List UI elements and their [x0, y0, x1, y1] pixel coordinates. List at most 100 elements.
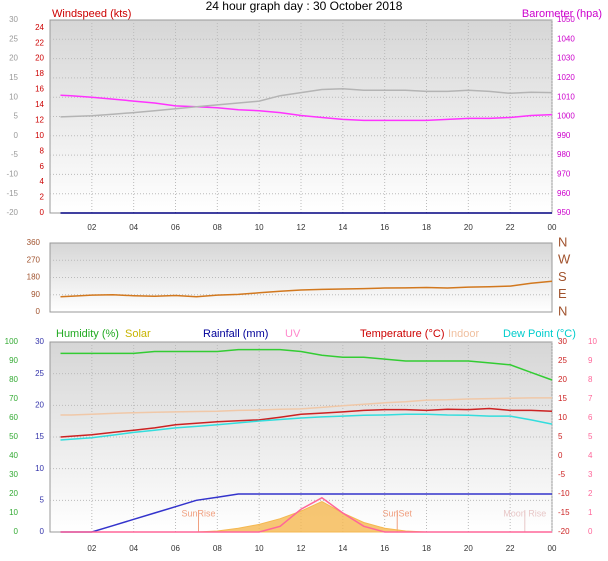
y-tick-label: 0 [14, 527, 19, 536]
y-tick-label: N [558, 303, 567, 318]
x-tick-label: 20 [464, 223, 473, 232]
y-tick-label: 30 [9, 15, 18, 24]
legend-label: Temperature (°C) [360, 328, 444, 340]
y-tick-label: 30 [35, 337, 44, 346]
legend-label: Humidity (%) [56, 328, 119, 340]
y-tick-label: 0 [14, 131, 19, 140]
y-tick-label: 10 [35, 131, 44, 140]
x-tick-label: 10 [255, 544, 264, 553]
x-tick-label: 10 [255, 223, 264, 232]
legend-label: Dew Point (°C) [503, 328, 576, 340]
y-tick-label: 5 [588, 432, 593, 441]
y-tick-label: 14 [35, 100, 44, 109]
y-tick-label: 1 [588, 508, 593, 517]
plot-area [49, 341, 553, 533]
y-tick-label: 0 [36, 307, 41, 316]
y-tick-label: 100 [5, 337, 19, 346]
y-tick-label: 0 [588, 527, 593, 536]
x-tick-label: 08 [213, 223, 222, 232]
x-tick-label: 06 [171, 223, 180, 232]
y-tick-label: 10 [9, 508, 18, 517]
y-tick-label: 24 [35, 23, 44, 32]
y-tick-label: 16 [35, 85, 44, 94]
y-tick-label: 20 [35, 400, 44, 409]
y-tick-label: 1040 [557, 34, 575, 43]
legend-label: Indoor [448, 328, 480, 340]
y-tick-label: 1010 [557, 92, 575, 101]
y-tick-label: 25 [558, 356, 567, 365]
y-tick-label: 20 [558, 375, 567, 384]
y-tick-label: 0 [40, 527, 45, 536]
y-tick-label: 12 [35, 115, 44, 124]
y-tick-label: 180 [27, 273, 41, 282]
y-tick-label: 3 [588, 470, 593, 479]
x-tick-label: 12 [297, 544, 306, 553]
y-tick-label: -5 [11, 150, 19, 159]
legend-label: Rainfall (mm) [203, 328, 268, 340]
y-tick-label: 8 [40, 146, 45, 155]
y-tick-label: -20 [558, 527, 570, 536]
y-tick-label: 1050 [557, 15, 575, 24]
x-tick-label: 02 [87, 544, 96, 553]
y-tick-label: 0 [558, 451, 563, 460]
plot-area [49, 242, 553, 313]
y-tick-label: 10 [9, 92, 18, 101]
y-tick-label: 15 [35, 432, 44, 441]
y-tick-label: E [558, 286, 567, 301]
y-tick-label: -10 [558, 489, 570, 498]
x-tick-label: 16 [380, 223, 389, 232]
x-tick-label: 22 [506, 223, 515, 232]
y-tick-label: 6 [40, 162, 45, 171]
y-tick-label: 5 [14, 112, 19, 121]
annotation: Moon Rise [503, 508, 546, 518]
x-tick-label: 04 [129, 544, 138, 553]
y-tick-label: 5 [558, 432, 563, 441]
series-line [60, 407, 553, 438]
y-tick-label: 10 [35, 464, 44, 473]
x-tick-label: 06 [171, 544, 180, 553]
y-tick-label: 360 [27, 238, 41, 247]
y-tick-label: 20 [35, 54, 44, 63]
legend-label: UV [285, 328, 301, 340]
annotation: SunSet [382, 508, 412, 518]
y-tick-label: 990 [557, 131, 571, 140]
y-tick-label: 25 [9, 34, 18, 43]
y-tick-label: 70 [9, 394, 18, 403]
y-tick-label: 1000 [557, 112, 575, 121]
y-tick-label: 90 [31, 290, 40, 299]
y-tick-label: 25 [35, 369, 44, 378]
series-line [60, 413, 553, 441]
y-tick-label: 2 [40, 193, 45, 202]
legend-label: Solar [125, 328, 151, 340]
y-tick-label: 0 [40, 208, 45, 217]
series-line [60, 280, 553, 298]
x-tick-label: 08 [213, 544, 222, 553]
series-line [60, 94, 553, 122]
x-tick-label: 02 [87, 223, 96, 232]
y-tick-label: -15 [6, 189, 18, 198]
y-tick-label: 50 [9, 432, 18, 441]
series-line [60, 397, 552, 416]
y-tick-label: 15 [9, 73, 18, 82]
x-tick-label: 04 [129, 223, 138, 232]
annotation: SunRise [181, 508, 215, 518]
y-tick-label: 1020 [557, 73, 575, 82]
y-tick-label: 5 [40, 495, 45, 504]
y-tick-label: S [558, 269, 567, 284]
x-tick-label: 00 [548, 544, 557, 553]
y-tick-label: 7 [588, 394, 593, 403]
y-tick-label: 10 [588, 337, 597, 346]
y-tick-label: 970 [557, 170, 571, 179]
y-tick-label: 10 [558, 413, 567, 422]
x-tick-label: 16 [380, 544, 389, 553]
y-tick-label: 20 [9, 489, 18, 498]
y-tick-label: 950 [557, 208, 571, 217]
y-tick-label: -15 [558, 508, 570, 517]
y-tick-label: 2 [588, 489, 593, 498]
series-line [60, 87, 553, 118]
y-tick-label: 22 [35, 38, 44, 47]
y-tick-label: 60 [9, 413, 18, 422]
chart-title: 24 hour graph day : 30 October 2018 [206, 0, 403, 13]
